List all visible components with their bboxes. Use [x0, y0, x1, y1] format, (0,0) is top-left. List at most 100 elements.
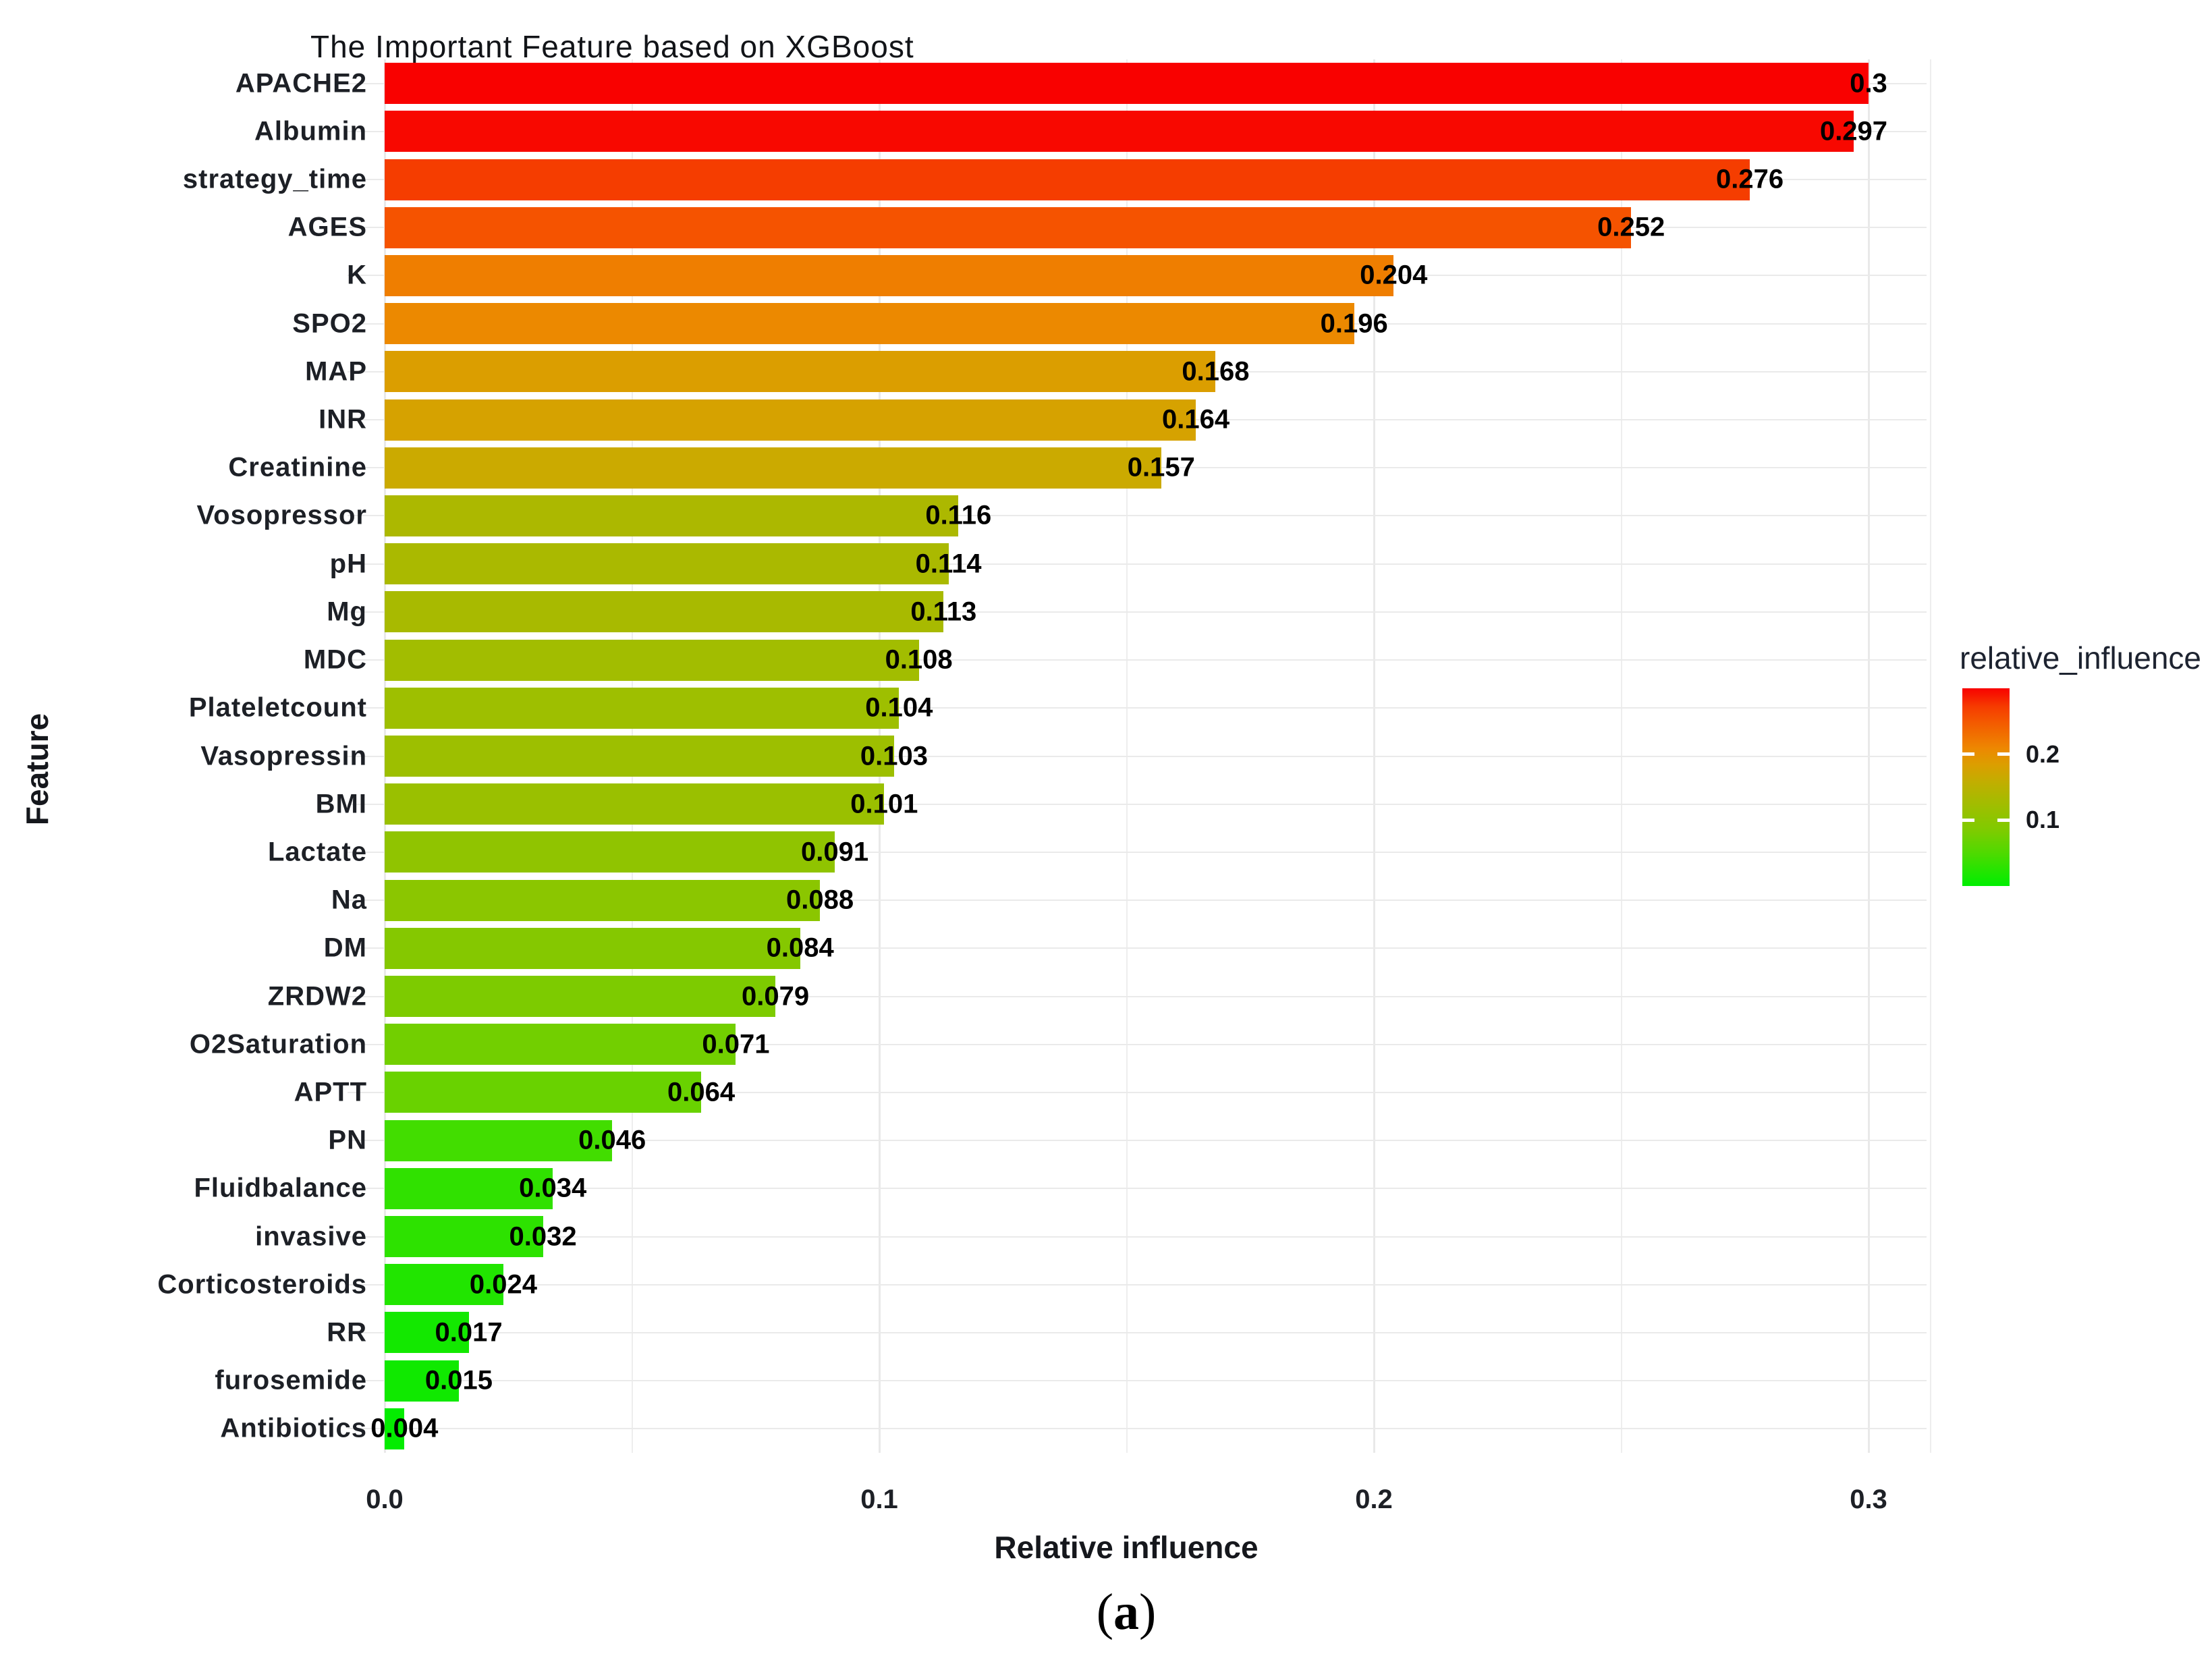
caption-letter: a — [1113, 1584, 1139, 1640]
bar-value-label: 0.116 — [925, 500, 992, 530]
legend-tick-mark — [1962, 818, 1974, 822]
bar-value-label: 0.103 — [860, 741, 929, 771]
y-axis-label-Plateletcount: Plateletcount — [188, 692, 367, 723]
y-axis-label-APTT: APTT — [294, 1077, 367, 1107]
figure-caption: (a) — [1097, 1583, 1157, 1642]
x-tick-label: 0.1 — [860, 1485, 898, 1514]
grid-line-horizontal — [348, 515, 1927, 517]
y-axis-label-O2Saturation: O2Saturation — [189, 1029, 367, 1059]
bar-Lactate — [385, 831, 835, 873]
grid-line-horizontal — [348, 1140, 1927, 1142]
y-axis-label-MDC: MDC — [303, 644, 367, 675]
bar-Vosopressor — [385, 495, 959, 536]
bar-ZRDW2 — [385, 976, 776, 1018]
y-axis-label-AGES: AGES — [287, 212, 367, 242]
y-axis-label-Lactate: Lactate — [267, 837, 367, 867]
y-axis-label-APACHE2: APACHE2 — [235, 68, 367, 99]
bar-value-label: 0.004 — [370, 1413, 439, 1443]
bar-AGES — [385, 206, 1632, 248]
bar-value-label: 0.032 — [509, 1221, 577, 1252]
x-tick-label: 0.3 — [1850, 1485, 1887, 1514]
bar-pH — [385, 543, 949, 585]
plot-panel: 0.3 0.297 0.276 0.252 0.204 0.196 0.168 0.164 0.… — [348, 59, 1931, 1453]
bar-value-label: 0.101 — [850, 789, 918, 819]
grid-line-horizontal — [348, 1236, 1927, 1238]
bar-value-label: 0.091 — [800, 837, 869, 867]
grid-line-vertical-minor — [1929, 59, 1931, 1453]
y-axis-label-DM: DM — [323, 933, 367, 963]
y-axis-label-invasive: invasive — [255, 1221, 367, 1252]
grid-line-horizontal — [348, 947, 1927, 949]
y-axis-label-Albumin: Albumin — [254, 116, 367, 146]
bar-MDC — [385, 639, 919, 681]
y-axis-label-Corticosteroids: Corticosteroids — [157, 1269, 367, 1300]
bar-value-label: 0.297 — [1819, 116, 1888, 146]
grid-line-horizontal — [348, 1380, 1927, 1382]
bar-value-label: 0.168 — [1182, 356, 1250, 387]
bar-value-label: 0.113 — [910, 597, 977, 627]
bar-INR — [385, 399, 1196, 441]
y-axis-label-INR: INR — [319, 404, 367, 435]
y-axis-label-Antibiotics: Antibiotics — [220, 1413, 367, 1443]
y-axis-label-Na: Na — [331, 885, 367, 915]
chart-title: The Important Feature based on XGBoost — [310, 29, 914, 64]
grid-line-horizontal — [348, 1091, 1927, 1093]
grid-line-horizontal — [348, 755, 1927, 757]
grid-line-horizontal — [348, 1188, 1927, 1190]
y-axis-label-BMI: BMI — [315, 789, 367, 819]
bar-Corticosteroids — [385, 1264, 503, 1306]
grid-line-horizontal — [348, 803, 1927, 805]
grid-line-horizontal — [348, 851, 1927, 853]
bar-value-label: 0.034 — [519, 1173, 587, 1203]
y-axis-label-Vosopressor: Vosopressor — [196, 500, 367, 530]
bar-Antibiotics — [385, 1408, 405, 1449]
grid-line-horizontal — [348, 1283, 1927, 1285]
bar-Fluidbalance — [385, 1167, 553, 1209]
bar-Creatinine — [385, 447, 1161, 489]
bar-SPO2 — [385, 303, 1354, 345]
y-axis-label-strategy_time: strategy_time — [182, 164, 367, 194]
bar-value-label: 0.104 — [865, 692, 933, 723]
bar-MAP — [385, 351, 1216, 393]
bar-Mg — [385, 591, 944, 633]
grid-line-horizontal — [348, 707, 1927, 709]
legend-title: relative_influence — [1960, 640, 2202, 675]
y-axis-label-SPO2: SPO2 — [292, 308, 367, 339]
bar-value-label: 0.064 — [667, 1077, 736, 1107]
bar-APACHE2 — [385, 63, 1869, 105]
bar-value-label: 0.108 — [885, 644, 953, 675]
bar-value-label: 0.088 — [785, 885, 854, 915]
bar-value-label: 0.276 — [1716, 164, 1784, 194]
bar-value-label: 0.196 — [1320, 308, 1388, 339]
y-axis-label-Mg: Mg — [327, 597, 367, 627]
bar-invasive — [385, 1216, 543, 1258]
bar-value-label: 0.017 — [435, 1317, 503, 1348]
bar-value-label: 0.015 — [424, 1365, 493, 1395]
legend-tick-label: 0.1 — [2026, 806, 2060, 834]
bar-Na — [385, 879, 821, 921]
x-tick-label: 0.0 — [366, 1485, 404, 1514]
bar-strategy_time — [385, 159, 1750, 200]
y-axis-label-Creatinine: Creatinine — [228, 452, 367, 482]
bar-value-label: 0.157 — [1127, 452, 1195, 482]
bar-value-label: 0.024 — [469, 1269, 537, 1300]
y-axis-label-furosemide: furosemide — [215, 1365, 367, 1395]
bar-DM — [385, 927, 800, 969]
bar-value-label: 0.3 — [1850, 68, 1887, 99]
y-axis-label-MAP: MAP — [305, 356, 367, 387]
bar-APTT — [385, 1072, 702, 1113]
legend-tick-mark — [1997, 818, 2010, 822]
x-axis-title: Relative influence — [994, 1530, 1259, 1565]
bar-BMI — [385, 783, 885, 825]
grid-line-horizontal — [348, 900, 1927, 902]
caption-open-paren: ( — [1096, 1584, 1113, 1640]
y-axis-label-PN: PN — [328, 1125, 367, 1155]
bar-value-label: 0.071 — [702, 1029, 770, 1059]
bar-K — [385, 254, 1394, 296]
y-axis-label-Fluidbalance: Fluidbalance — [194, 1173, 367, 1203]
y-axis-label-RR: RR — [327, 1317, 367, 1348]
bar-value-label: 0.046 — [578, 1125, 646, 1155]
bar-Plateletcount — [385, 687, 900, 729]
x-tick-label: 0.2 — [1355, 1485, 1393, 1514]
